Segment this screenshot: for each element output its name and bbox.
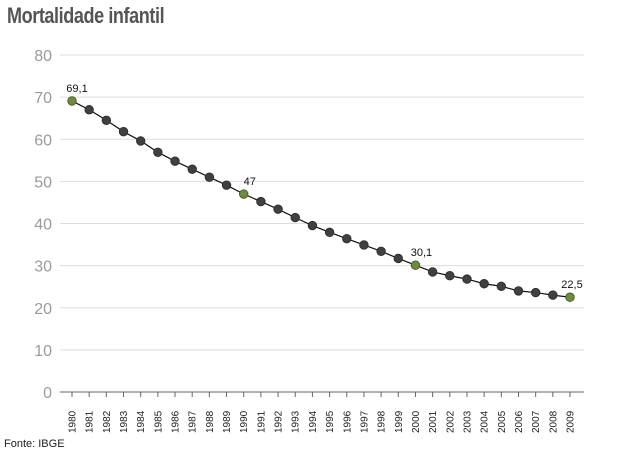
x-tick-label: 1996	[342, 410, 353, 433]
highlighted-data-point	[239, 189, 249, 199]
data-point	[153, 147, 163, 158]
y-tick-label: 40	[34, 217, 52, 234]
data-point	[496, 281, 507, 291]
x-tick-label: 1986	[171, 410, 182, 433]
x-tick-label: 1984	[136, 410, 147, 433]
data-point	[101, 115, 112, 125]
x-tick-label: 2001	[428, 410, 439, 433]
data-point	[204, 172, 215, 182]
y-tick-label: 30	[34, 259, 52, 276]
data-point	[221, 180, 232, 190]
data-point	[359, 240, 369, 250]
data-point	[530, 287, 541, 298]
data-point	[118, 126, 129, 137]
data-point	[427, 267, 438, 277]
y-tick-label: 70	[34, 90, 52, 107]
y-tick-label: 20	[34, 301, 52, 318]
x-tick-label: 1988	[205, 410, 216, 433]
x-tick-label: 1980	[68, 410, 79, 433]
highlighted-data-point	[410, 260, 421, 270]
data-point	[445, 271, 455, 281]
x-tick-label: 2007	[531, 410, 542, 433]
data-point	[307, 220, 318, 231]
data-point	[324, 227, 335, 238]
data-point	[135, 136, 146, 146]
data-point	[342, 233, 352, 244]
y-tick-label: 50	[34, 174, 52, 191]
x-tick-label: 1998	[377, 410, 388, 433]
chart-title: Mortalidade infantil	[7, 3, 165, 28]
data-label: 47	[244, 176, 256, 188]
data-point	[273, 204, 283, 214]
x-tick-label: 1982	[102, 410, 113, 433]
data-point	[393, 253, 403, 264]
y-tick-label: 0	[43, 385, 52, 402]
x-tick-label: 1997	[359, 410, 370, 433]
data-label: 22,5	[561, 279, 582, 291]
x-tick-label: 2000	[411, 410, 422, 433]
x-tick-label: 1992	[274, 410, 285, 433]
series-line	[71, 100, 571, 298]
x-tick-label: 2008	[548, 410, 559, 433]
x-tick-label: 2005	[497, 410, 508, 433]
highlighted-data-point	[67, 96, 77, 106]
data-point	[170, 156, 180, 166]
data-label: 69,1	[66, 83, 87, 95]
data-point	[290, 212, 300, 223]
x-tick-label: 1994	[308, 410, 319, 433]
x-tick-label: 1993	[291, 410, 302, 433]
data-label: 30,1	[411, 247, 432, 259]
x-tick-label: 1989	[222, 410, 233, 433]
x-tick-label: 1983	[119, 410, 130, 433]
x-tick-label: 2003	[462, 410, 473, 433]
data-point	[187, 164, 197, 174]
x-tick-label: 1991	[256, 410, 267, 433]
data-point	[479, 279, 489, 289]
x-tick-label: 1995	[325, 410, 336, 433]
x-tick-label: 1985	[153, 410, 164, 433]
x-tick-label: 1990	[239, 410, 250, 433]
highlighted-data-point	[565, 292, 575, 302]
x-tick-label: 1987	[188, 410, 199, 433]
data-point	[513, 286, 524, 296]
x-tick-label: 2004	[480, 410, 491, 433]
x-tick-label: 1999	[394, 410, 405, 433]
y-tick-label: 80	[34, 48, 52, 65]
y-tick-label: 60	[34, 132, 52, 149]
data-point	[84, 105, 94, 115]
data-point	[548, 290, 558, 300]
data-point	[256, 196, 266, 207]
x-tick-label: 2006	[514, 410, 525, 433]
x-tick-label: 2009	[566, 410, 577, 433]
x-tick-label: 1981	[85, 410, 96, 433]
x-tick-label: 2002	[445, 410, 456, 433]
y-tick-label: 10	[34, 343, 52, 360]
data-point	[462, 274, 472, 284]
source-note: Fonte: IBGE	[4, 438, 65, 450]
data-point	[376, 246, 386, 257]
